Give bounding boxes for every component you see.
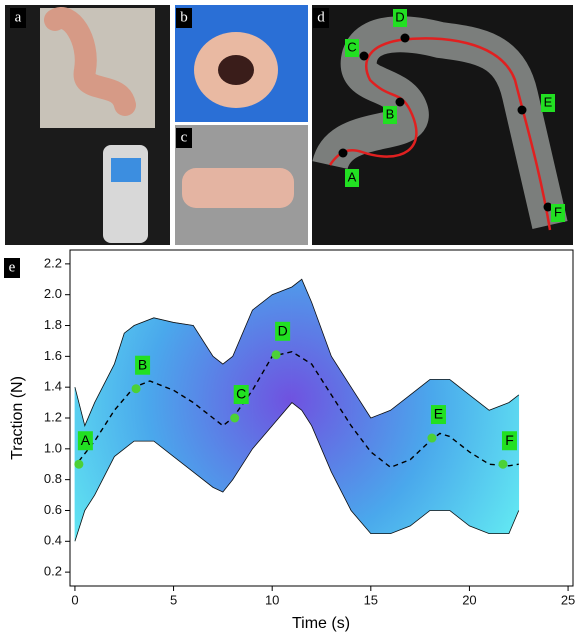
band-segment: [430, 379, 450, 510]
photo-d-label: F: [554, 204, 562, 219]
band-segment: [252, 295, 272, 449]
point-label: C: [236, 386, 246, 402]
panel-label: a: [15, 9, 22, 25]
y-tick-label: 0.8: [44, 471, 62, 486]
band-segment: [391, 395, 411, 534]
photo-d-label: C: [347, 39, 356, 54]
point-label: F: [505, 432, 514, 448]
photo-d-label: E: [544, 94, 553, 109]
y-tick-label: 1.8: [44, 317, 62, 332]
figure: a b c A B C D E F d e A B C D E F 0 5 10 15 20 25 0.2 0.4 0…: [0, 0, 577, 634]
y-tick-label: 0.6: [44, 502, 62, 517]
band-segment: [154, 318, 174, 457]
panel-label: c: [181, 129, 188, 145]
photo-b-lumen: [218, 55, 254, 85]
x-tick-label: 10: [265, 592, 279, 607]
panel-label: e: [9, 259, 16, 275]
band-segment: [351, 387, 371, 533]
point: [427, 434, 436, 443]
x-tick-label: 5: [170, 592, 177, 607]
band-segment: [410, 379, 430, 525]
y-tick-label: 1.2: [44, 409, 62, 424]
photo-d-label: A: [348, 169, 357, 184]
y-tick-label: 1.6: [44, 348, 62, 363]
page: a b c A B C D E F d e A B C D E F 0 5 10 15 20 25 0.2 0.4 0…: [0, 0, 577, 639]
band-segment: [114, 333, 124, 456]
band-segment: [292, 279, 302, 410]
x-tick-label: 20: [462, 592, 476, 607]
y-tick-label: 0.2: [44, 564, 62, 579]
band-segment: [450, 379, 470, 525]
x-tick-label: 0: [71, 592, 78, 607]
x-tick-label: 15: [364, 592, 378, 607]
photo-d-dot: [401, 34, 410, 43]
band-segment: [193, 326, 213, 488]
band-segment: [134, 318, 154, 441]
point: [272, 350, 281, 359]
point: [230, 414, 239, 423]
y-tick-label: 2.0: [44, 286, 62, 301]
point: [74, 460, 83, 469]
photo-c-tissue: [182, 168, 294, 208]
panel-label: b: [180, 9, 188, 25]
point-label: B: [138, 356, 147, 372]
point-label: A: [81, 432, 91, 448]
y-tick-label: 1.4: [44, 379, 62, 394]
y-axis-label: Traction (N): [9, 376, 26, 460]
photo-d-label: D: [395, 9, 404, 24]
point: [132, 384, 141, 393]
x-axis-label: Time (s): [292, 615, 350, 632]
panel-label: d: [317, 9, 325, 25]
photo-d-dot: [518, 106, 527, 115]
band-segment: [223, 356, 233, 492]
x-tick-label: 25: [561, 592, 575, 607]
band-segment: [469, 395, 489, 534]
y-tick-label: 2.2: [44, 255, 62, 270]
y-tick-label: 1.0: [44, 440, 62, 455]
photo-d-dot: [396, 98, 405, 107]
photo-a-screen: [111, 158, 141, 182]
band-segment: [302, 279, 312, 425]
band-segment: [85, 403, 95, 511]
photo-d-dot: [360, 52, 369, 61]
band-segment: [489, 403, 509, 534]
point-label: E: [434, 406, 443, 422]
y-tick-label: 0.4: [44, 533, 62, 548]
point-label: D: [278, 323, 288, 339]
photo-d-label: B: [386, 106, 395, 121]
band-segment: [312, 302, 332, 472]
band-segment: [371, 410, 391, 533]
photo-d-dot: [339, 149, 348, 158]
band-segment: [331, 356, 351, 510]
point: [498, 460, 507, 469]
